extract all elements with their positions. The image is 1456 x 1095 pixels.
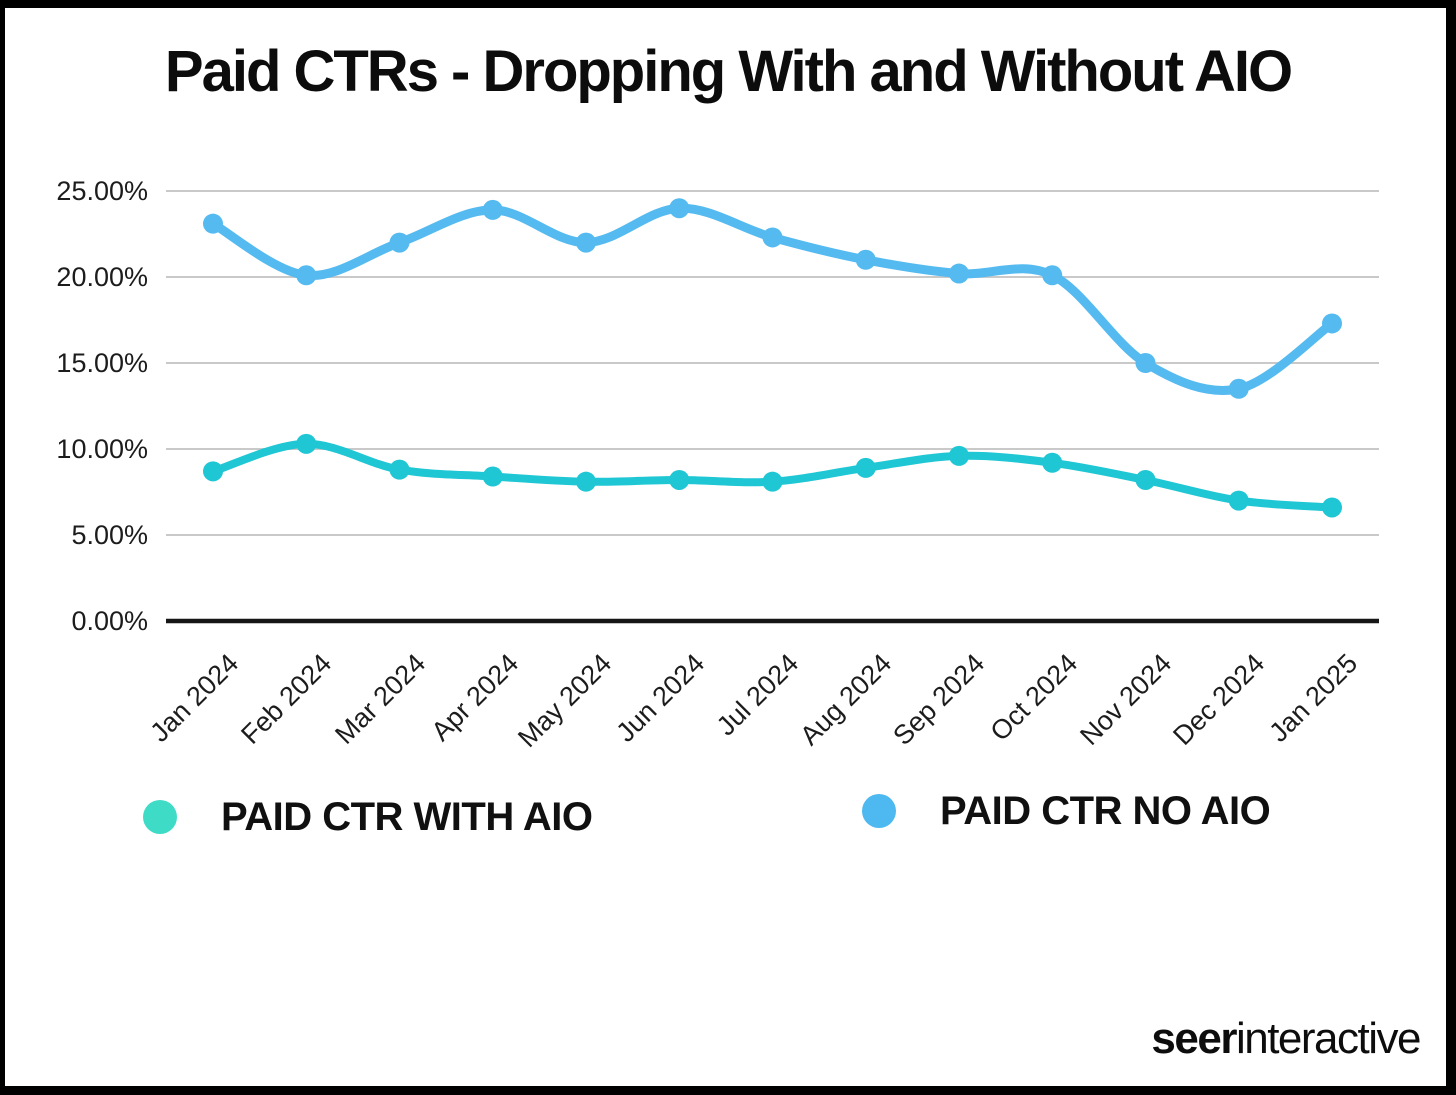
y-axis-tick-label: 5.00% — [71, 520, 148, 550]
frame-border-left — [0, 0, 5, 1095]
data-point-marker — [855, 249, 876, 270]
legend-item-no-aio: PAID CTR NO AIO — [862, 785, 1271, 837]
data-point-marker — [855, 457, 876, 478]
data-point-marker — [949, 445, 969, 466]
data-point-marker — [203, 213, 223, 234]
legend-label-with-aio: PAID CTR WITH AIO — [221, 794, 593, 839]
data-point-marker — [576, 471, 596, 492]
data-point-marker — [1322, 313, 1342, 334]
data-point-marker — [1228, 490, 1249, 511]
data-point-marker — [1322, 497, 1342, 518]
data-point-marker — [949, 263, 969, 284]
data-point-marker — [1042, 265, 1063, 286]
data-point-marker — [762, 471, 783, 492]
data-point-marker — [669, 469, 690, 490]
data-point-marker — [1135, 469, 1156, 490]
data-point-marker — [1228, 378, 1249, 399]
y-axis-tick-label: 20.00% — [56, 262, 148, 292]
data-point-marker — [669, 198, 690, 219]
seer-logo-regular-text: interactive — [1235, 1014, 1422, 1063]
legend-dot-with-aio-icon — [143, 800, 177, 834]
seer-logo: seerinteractive — [1151, 1014, 1422, 1064]
data-point-marker — [296, 433, 317, 454]
data-point-marker — [389, 232, 410, 253]
data-point-marker — [482, 466, 503, 487]
y-axis-tick-label: 10.00% — [56, 434, 148, 464]
data-point-marker — [1135, 353, 1156, 373]
legend-item-with-aio: PAID CTR WITH AIO — [143, 791, 593, 843]
seer-logo-bold-text: seer — [1151, 1014, 1237, 1063]
frame-border-bottom — [0, 1086, 1456, 1095]
chart-title: Paid CTRs - Dropping With and Without AI… — [164, 39, 1293, 104]
y-axis-tick-label: 0.00% — [71, 606, 148, 636]
data-point-marker — [576, 232, 596, 253]
y-axis-tick-label: 25.00% — [56, 176, 148, 206]
data-point-marker — [762, 227, 783, 248]
data-point-marker — [482, 199, 503, 220]
y-axis-tick-label: 15.00% — [56, 348, 148, 378]
data-point-marker — [1042, 452, 1063, 473]
data-point-marker — [203, 461, 223, 482]
legend-dot-no-aio-icon — [862, 794, 896, 828]
data-point-marker — [389, 459, 410, 480]
frame-border-right — [1446, 0, 1456, 1095]
data-point-marker — [296, 265, 317, 286]
legend-label-no-aio: PAID CTR NO AIO — [940, 788, 1271, 833]
frame-border-top — [0, 0, 1456, 8]
